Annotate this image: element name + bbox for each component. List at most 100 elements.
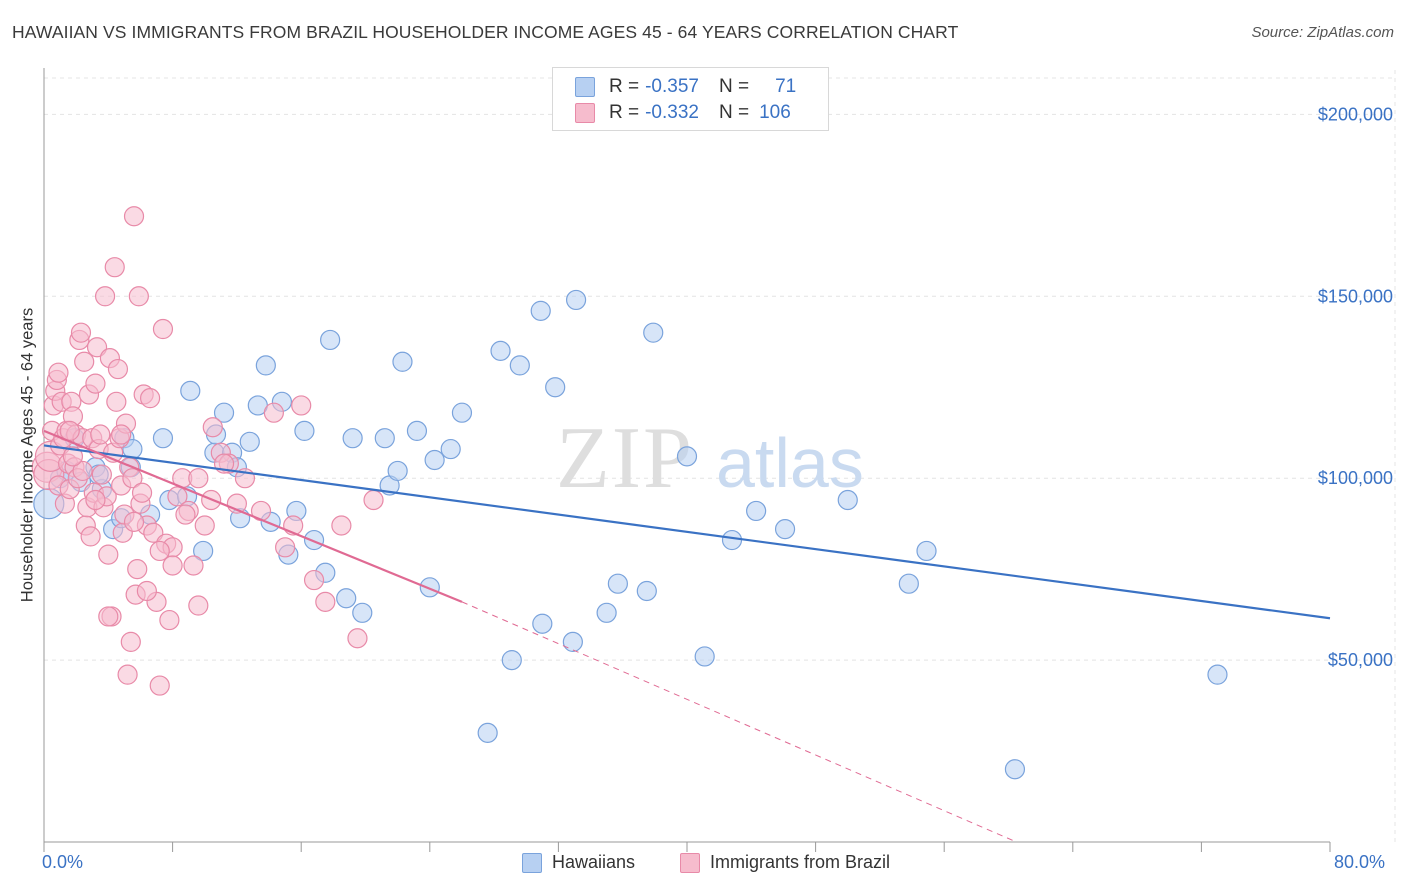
legend-label-hawaiians: Hawaiians bbox=[552, 852, 636, 872]
legend-row-hawaiians: R = -0.357 N = 71 bbox=[575, 75, 796, 99]
x-tick-min: 0.0% bbox=[42, 852, 84, 872]
data-point bbox=[98, 544, 119, 565]
data-point bbox=[643, 322, 664, 343]
data-point bbox=[721, 529, 743, 551]
data-point bbox=[72, 460, 93, 482]
data-point bbox=[70, 322, 92, 343]
legend-r-value: -0.332 bbox=[645, 102, 699, 123]
data-point bbox=[694, 646, 715, 667]
data-point bbox=[107, 358, 129, 380]
x-tick-max: 80.0% bbox=[1334, 852, 1386, 872]
data-point bbox=[85, 489, 106, 511]
data-point bbox=[62, 446, 84, 467]
data-point bbox=[85, 373, 106, 394]
data-point bbox=[80, 526, 101, 547]
y-tick-label: $150,000 bbox=[1318, 286, 1393, 306]
data-point bbox=[143, 522, 164, 543]
data-point bbox=[509, 355, 530, 376]
data-point bbox=[477, 722, 498, 743]
data-point bbox=[336, 588, 357, 609]
data-point bbox=[331, 515, 352, 536]
data-point bbox=[86, 337, 108, 358]
data-point bbox=[94, 286, 116, 307]
data-point bbox=[419, 577, 440, 598]
data-point bbox=[490, 340, 511, 361]
data-point bbox=[320, 329, 341, 351]
trend-line-brazil-extension bbox=[461, 601, 1017, 843]
data-point bbox=[837, 489, 858, 511]
data-point bbox=[202, 417, 223, 438]
data-point bbox=[131, 482, 153, 503]
data-point bbox=[48, 362, 69, 383]
y-axis-label: Householder Income Ages 45 - 64 years bbox=[18, 307, 37, 603]
data-point bbox=[562, 631, 583, 653]
data-point bbox=[136, 580, 157, 602]
data-point bbox=[180, 380, 201, 401]
data-point bbox=[90, 424, 111, 445]
data-point bbox=[916, 540, 937, 562]
legend-r-value: -0.357 bbox=[645, 76, 699, 97]
data-point bbox=[255, 355, 276, 376]
brazil-points bbox=[31, 206, 384, 696]
data-point bbox=[532, 613, 553, 634]
data-point bbox=[291, 395, 312, 416]
legend-swatch-blue bbox=[522, 852, 542, 873]
legend-n-value: 71 bbox=[775, 76, 797, 97]
data-point bbox=[636, 580, 657, 602]
data-point bbox=[188, 595, 209, 616]
data-point bbox=[98, 606, 119, 627]
data-point bbox=[127, 559, 148, 580]
data-point bbox=[188, 468, 209, 489]
data-point bbox=[162, 555, 183, 576]
data-point bbox=[347, 628, 368, 649]
data-point bbox=[440, 438, 461, 460]
data-point bbox=[152, 318, 174, 340]
legend-swatch-pink bbox=[575, 103, 595, 123]
data-point bbox=[746, 500, 767, 522]
trend-line-hawaiians bbox=[43, 444, 1331, 620]
data-point bbox=[194, 515, 215, 536]
data-point bbox=[91, 464, 112, 485]
data-point bbox=[424, 449, 445, 471]
data-point bbox=[352, 602, 373, 623]
trend-line-brazil bbox=[43, 429, 463, 603]
legend-item-hawaiians: Hawaiians bbox=[522, 852, 635, 873]
y-tick-label: $100,000 bbox=[1318, 468, 1393, 488]
data-point bbox=[303, 529, 325, 551]
data-point bbox=[545, 377, 566, 398]
legend-swatch-pink bbox=[680, 852, 700, 873]
data-point bbox=[104, 257, 125, 278]
data-point bbox=[128, 286, 149, 307]
legend-n-label: N = bbox=[718, 76, 750, 97]
data-point bbox=[501, 649, 522, 671]
data-point bbox=[596, 602, 617, 623]
data-point bbox=[1004, 759, 1026, 780]
data-point bbox=[122, 468, 143, 489]
y-tick-labels: $50,000 $100,000 $150,000 $200,000 bbox=[1318, 104, 1393, 670]
y-tick-label: $50,000 bbox=[1328, 650, 1393, 670]
data-point bbox=[315, 591, 336, 612]
data-point bbox=[149, 675, 170, 696]
data-point bbox=[565, 289, 587, 311]
legend-n-label: N = bbox=[718, 102, 750, 123]
data-point bbox=[898, 573, 919, 594]
data-point bbox=[607, 573, 628, 594]
trend-lines bbox=[43, 429, 1331, 843]
legend-r-label: R = bbox=[609, 76, 640, 97]
data-point bbox=[263, 402, 284, 423]
data-point bbox=[152, 428, 174, 449]
data-point bbox=[451, 402, 473, 423]
data-point bbox=[392, 351, 413, 372]
watermark-atlas: atlas bbox=[716, 424, 864, 502]
data-point bbox=[676, 446, 698, 467]
correlation-legend: R = -0.357 N = 71 R = -0.332 N = 106 bbox=[552, 67, 829, 131]
legend-r-label: R = bbox=[609, 102, 640, 123]
data-point bbox=[213, 402, 235, 423]
data-point bbox=[303, 569, 325, 591]
data-point bbox=[342, 428, 363, 449]
legend-item-brazil: Immigrants from Brazil bbox=[680, 852, 890, 873]
data-point bbox=[139, 388, 161, 409]
data-point bbox=[363, 489, 384, 511]
data-point bbox=[1207, 664, 1228, 685]
